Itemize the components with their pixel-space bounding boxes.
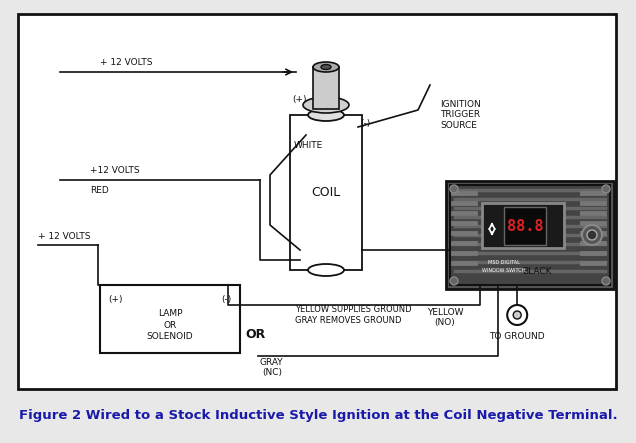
Circle shape [582, 225, 602, 245]
Text: Figure 2 Wired to a Stock Inductive Style Ignition at the Coil Negative Terminal: Figure 2 Wired to a Stock Inductive Styl… [18, 408, 618, 421]
Circle shape [587, 230, 597, 240]
Text: YELLOW SUPPLIES GROUND
GRAY REMOVES GROUND: YELLOW SUPPLIES GROUND GRAY REMOVES GROU… [295, 305, 411, 325]
Circle shape [450, 277, 458, 285]
Ellipse shape [308, 109, 344, 121]
Text: 88.8: 88.8 [507, 218, 543, 233]
Bar [100, 285, 240, 353]
Circle shape [602, 277, 610, 285]
Ellipse shape [308, 264, 344, 276]
Bar [18, 14, 616, 389]
Circle shape [602, 185, 610, 193]
Text: + 12 VOLTS: + 12 VOLTS [100, 58, 153, 67]
Ellipse shape [321, 65, 331, 70]
Ellipse shape [313, 62, 339, 72]
Text: + 12 VOLTS: + 12 VOLTS [38, 232, 90, 241]
Text: MSD DIGITAL: MSD DIGITAL [488, 260, 520, 265]
Bar [313, 67, 339, 109]
Text: (+): (+) [108, 295, 123, 304]
Text: YELLOW
(NO): YELLOW (NO) [427, 308, 463, 327]
Ellipse shape [303, 97, 349, 113]
Text: +12 VOLTS: +12 VOLTS [90, 166, 140, 175]
Text: RED: RED [90, 186, 109, 195]
Bar [482, 203, 564, 248]
Text: (+): (+) [292, 94, 307, 104]
Text: IGNITION
TRIGGER
SOURCE: IGNITION TRIGGER SOURCE [440, 100, 481, 130]
Text: COIL: COIL [312, 186, 341, 199]
Circle shape [507, 305, 527, 325]
Text: WINDOW SWITCH: WINDOW SWITCH [482, 268, 526, 273]
Bar [504, 207, 546, 245]
Text: TO GROUND: TO GROUND [489, 332, 545, 341]
Text: GRAY
(NC): GRAY (NC) [260, 358, 284, 377]
Circle shape [450, 185, 458, 193]
Text: (-): (-) [222, 295, 232, 304]
Bar [450, 185, 610, 285]
Text: (-): (-) [360, 118, 370, 128]
Bar [290, 115, 362, 270]
Text: BLACK: BLACK [522, 268, 551, 276]
Text: OR: OR [245, 329, 265, 342]
Circle shape [513, 311, 521, 319]
Bar [446, 181, 614, 289]
Text: WHITE: WHITE [294, 140, 323, 149]
Text: LAMP
OR
SOLENOID: LAMP OR SOLENOID [147, 309, 193, 341]
